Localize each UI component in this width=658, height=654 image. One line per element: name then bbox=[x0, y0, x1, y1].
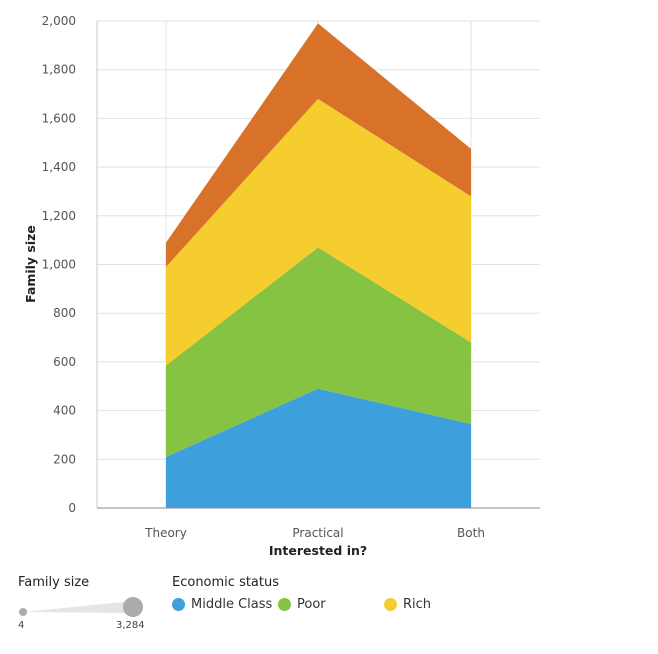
legend-label: Poor bbox=[297, 597, 326, 612]
x-tick-label: Both bbox=[457, 526, 485, 540]
y-tick-label: 200 bbox=[53, 452, 76, 466]
y-tick-label: 800 bbox=[53, 306, 76, 320]
x-axis-title: Interested in? bbox=[269, 543, 367, 558]
color-legend-items: Middle Class Poor Rich bbox=[172, 597, 652, 617]
y-tick-label: 1,400 bbox=[42, 160, 76, 174]
area-series-unlabeled[interactable] bbox=[166, 23, 471, 267]
color-legend: Economic status Middle Class Poor Rich bbox=[172, 575, 652, 620]
size-min-circle bbox=[19, 608, 27, 616]
color-legend-title: Economic status bbox=[172, 575, 280, 590]
size-min-label: 4 bbox=[18, 620, 25, 631]
y-tick-label: 400 bbox=[53, 404, 76, 418]
stacked-area-chart: 0 200 400 600 800 1,000 1,200 1,400 1,600 1,800 2,… bbox=[23, 14, 540, 558]
y-tick-label: 1,600 bbox=[42, 111, 76, 125]
legend-item-rich[interactable]: Rich bbox=[384, 597, 431, 612]
y-tick-label: 1,800 bbox=[42, 63, 76, 77]
area-series-poor[interactable] bbox=[166, 247, 471, 457]
legend-label: Middle Class bbox=[191, 597, 273, 612]
legend-item-middle-class[interactable]: Middle Class bbox=[172, 597, 272, 612]
y-tick-label: 2,000 bbox=[42, 14, 76, 28]
y-tick-label: 600 bbox=[53, 355, 76, 369]
area-layer[interactable] bbox=[166, 23, 471, 508]
size-legend-wedge bbox=[19, 597, 143, 617]
size-max-circle bbox=[123, 597, 143, 617]
size-wedge-shape bbox=[23, 601, 133, 613]
legend-item-poor[interactable]: Poor bbox=[278, 597, 326, 612]
axis-layer: 0 200 400 600 800 1,000 1,200 1,400 1,600 1,800 2,… bbox=[42, 14, 540, 540]
legend-swatch-icon bbox=[278, 598, 291, 611]
area-series-rich[interactable] bbox=[166, 98, 471, 366]
y-tick-label: 1,000 bbox=[42, 258, 76, 272]
size-legend: Family size 4 3,284 bbox=[18, 575, 158, 635]
size-legend-title: Family size bbox=[18, 575, 90, 590]
y-axis-title: Family size bbox=[23, 225, 38, 303]
legend-label: Rich bbox=[403, 597, 432, 612]
y-tick-label: 1,200 bbox=[42, 209, 76, 223]
x-tick-label: Theory bbox=[144, 526, 187, 540]
x-tick-label: Practical bbox=[292, 526, 343, 540]
legend-swatch-icon bbox=[384, 598, 397, 611]
y-tick-label: 0 bbox=[68, 501, 76, 515]
area-series-middle-class[interactable] bbox=[166, 388, 471, 508]
size-max-label: 3,284 bbox=[116, 620, 145, 631]
legend-swatch-icon bbox=[172, 598, 185, 611]
